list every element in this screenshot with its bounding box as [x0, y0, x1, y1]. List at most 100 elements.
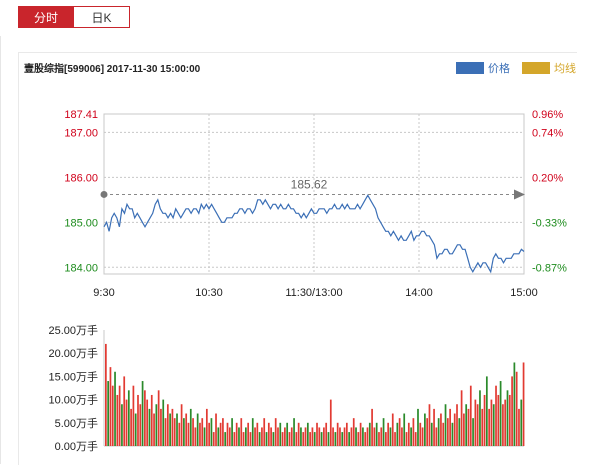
volume-bar [488, 408, 490, 446]
volume-bar [217, 427, 220, 446]
volume-bar [240, 418, 243, 446]
x-tick-label: 9:30 [93, 287, 114, 299]
volume-bar [332, 427, 334, 446]
volume-bar [245, 427, 247, 446]
volume-bar [311, 427, 314, 446]
price-series-line [103, 194, 525, 274]
volume-bar [171, 408, 174, 446]
legend-avg[interactable]: 均线 [522, 60, 576, 76]
volume-bar [421, 427, 424, 446]
volume-bar [139, 404, 142, 446]
volume-bar [446, 418, 449, 446]
volume-bar [281, 432, 284, 446]
y-tick-label-left: 187.41 [64, 109, 98, 121]
volume-bar [490, 399, 493, 446]
volume-bar [355, 427, 357, 446]
volume-bar [196, 413, 199, 446]
volume-bar [224, 432, 227, 446]
volume-y-tick-label: 25.00万手 [48, 323, 98, 337]
volume-bar [261, 427, 263, 446]
tab-daily-k[interactable]: 日K [74, 6, 130, 28]
volume-bar [238, 427, 240, 446]
legend-price[interactable]: 价格 [456, 60, 510, 76]
volume-bar [430, 422, 433, 446]
volume-bar [456, 404, 458, 446]
legend-price-swatch [456, 62, 484, 74]
volume-bar [180, 404, 183, 446]
volume-bar [467, 408, 470, 446]
volume-bar [157, 390, 160, 446]
volume-bar [483, 394, 486, 446]
volume-bar [428, 404, 431, 446]
volume-bar [203, 427, 206, 446]
volume-bar [295, 432, 298, 446]
volume-bar [476, 404, 479, 446]
volume-bar [403, 413, 406, 446]
y-tick-label-left: 187.00 [64, 127, 98, 139]
volume-bar [233, 432, 236, 446]
reference-dot [100, 190, 108, 198]
volume-bar [265, 432, 268, 446]
volume-bar [279, 422, 282, 446]
volume-bar [325, 422, 328, 446]
volume-bar [341, 432, 344, 446]
volume-bar [407, 422, 410, 446]
volume-bar [320, 432, 323, 446]
volume-bar [118, 385, 121, 446]
volume-bar [382, 418, 385, 446]
volume-bar [258, 432, 261, 446]
volume-bar [499, 381, 502, 446]
volume-bar [502, 404, 504, 446]
y-tick-label-left: 186.00 [64, 172, 98, 184]
volume-bar [254, 427, 256, 446]
volume-bar [515, 371, 518, 446]
volume-bar [256, 422, 259, 446]
volume-bar [323, 427, 325, 446]
volume-bar [300, 427, 302, 446]
volume-bar [148, 408, 151, 446]
volume-bar [272, 432, 275, 446]
volume-bar [343, 427, 346, 446]
volume-bar [465, 404, 468, 446]
volume-bar [366, 427, 369, 446]
volume-bar [375, 422, 378, 446]
volume-bar [520, 399, 523, 446]
volume-bar [309, 432, 311, 446]
volume-bar [359, 422, 362, 446]
volume-bar [437, 418, 440, 446]
volume-bar [394, 432, 396, 446]
volume-bar [518, 408, 520, 446]
volume-bar [242, 432, 245, 446]
volume-bar [329, 399, 332, 446]
volume-bar [424, 413, 426, 446]
volume-bar [444, 404, 447, 446]
volume-bar [414, 432, 417, 446]
chart-panel [18, 52, 577, 465]
volume-bar [435, 427, 438, 446]
tab-intraday[interactable]: 分时 [18, 6, 74, 28]
volume-bar [460, 390, 463, 446]
volume-bar [368, 422, 371, 446]
volume-bar [504, 399, 507, 446]
volume-y-tick-label: 15.00万手 [48, 369, 98, 383]
volume-bar [155, 404, 158, 446]
volume-bar [506, 390, 509, 446]
volume-bar [293, 418, 295, 446]
volume-y-tick-label: 5.00万手 [55, 416, 98, 430]
volume-bar [398, 418, 401, 446]
volume-bar [472, 418, 474, 446]
volume-bar [105, 343, 107, 446]
volume-bar [474, 399, 477, 446]
volume-bar [109, 367, 112, 446]
volume-bar [192, 418, 194, 446]
volume-bar [479, 390, 481, 446]
volume-bar [263, 418, 266, 446]
volume-bar [345, 422, 348, 446]
volume-bar [350, 427, 353, 446]
volume-bar [481, 408, 484, 446]
volume-bar [449, 408, 451, 446]
volume-bar [297, 422, 300, 446]
volume-bar [121, 404, 123, 446]
volume-bar [286, 422, 289, 446]
